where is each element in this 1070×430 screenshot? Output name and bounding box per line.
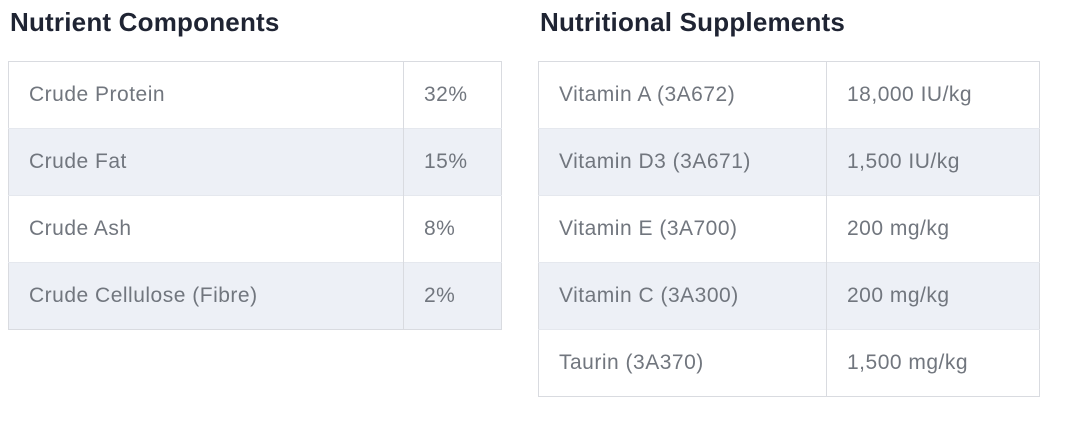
nutritional-supplements-table: Vitamin A (3A672) 18,000 IU/kg Vitamin D… <box>538 61 1040 397</box>
supplement-value-cell: 200 mg/kg <box>826 195 1040 263</box>
supplement-value-cell: 18,000 IU/kg <box>826 61 1040 129</box>
table-row: Taurin (3A370) 1,500 mg/kg <box>538 329 1040 397</box>
table-row: Vitamin C (3A300) 200 mg/kg <box>538 262 1040 330</box>
nutrient-label-cell: Crude Cellulose (Fibre) <box>8 262 404 330</box>
nutrient-value-cell: 8% <box>403 195 502 263</box>
nutrient-label-cell: Crude Ash <box>8 195 404 263</box>
supplement-label-cell: Vitamin C (3A300) <box>538 262 827 330</box>
nutrient-components-section: Nutrient Components Crude Protein 32% Cr… <box>8 7 502 330</box>
table-row: Vitamin D3 (3A671) 1,500 IU/kg <box>538 128 1040 196</box>
supplement-value-cell: 200 mg/kg <box>826 262 1040 330</box>
content-area: Nutrient Components Crude Protein 32% Cr… <box>8 7 1040 397</box>
table-row: Crude Fat 15% <box>8 128 502 196</box>
table-row: Crude Protein 32% <box>9 61 502 129</box>
supplement-label-cell: Vitamin E (3A700) <box>538 195 827 263</box>
supplement-label-cell: Vitamin A (3A672) <box>559 83 736 106</box>
nutrient-label-cell: Crude Protein <box>29 83 166 106</box>
nutritional-supplements-title: Nutritional Supplements <box>540 7 846 37</box>
nutrient-value-cell: 15% <box>403 128 502 196</box>
supplement-label-cell: Taurin (3A370) <box>538 329 827 397</box>
nutrient-value-cell: 32% <box>403 61 502 129</box>
nutrient-value-cell: 2% <box>403 262 502 330</box>
supplement-label-cell: Vitamin D3 (3A671) <box>538 128 827 196</box>
table-row: Crude Ash 8% <box>8 195 502 263</box>
nutrient-components-title: Nutrient Components <box>10 7 280 37</box>
nutritional-supplements-section: Nutritional Supplements Vitamin A (3A672… <box>538 7 1040 397</box>
supplement-value-cell: 1,500 IU/kg <box>826 128 1040 196</box>
nutrient-components-table: Crude Protein 32% Crude Fat 15% Crude As… <box>8 61 502 330</box>
table-row: Vitamin E (3A700) 200 mg/kg <box>538 195 1040 263</box>
nutrient-label-cell: Crude Fat <box>8 128 404 196</box>
supplement-value-cell: 1,500 mg/kg <box>826 329 1040 397</box>
table-row: Crude Cellulose (Fibre) 2% <box>8 262 502 330</box>
table-row: Vitamin A (3A672) 18,000 IU/kg <box>539 61 1040 129</box>
